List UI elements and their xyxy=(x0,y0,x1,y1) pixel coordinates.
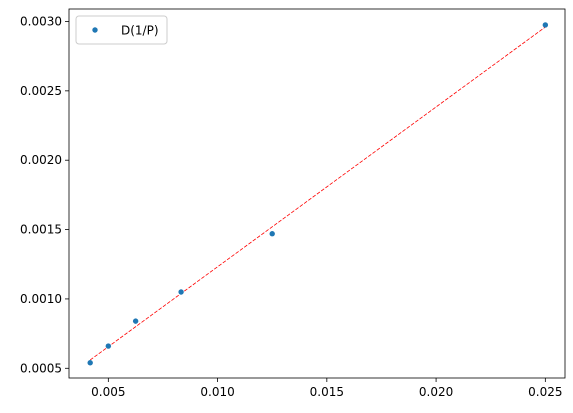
y-tick-label-0: 0.0005 xyxy=(20,361,62,375)
y-tick-label-2: 0.0015 xyxy=(20,223,62,237)
x-tick-label-3: 0.020 xyxy=(419,385,453,399)
scatter-point-5 xyxy=(542,22,549,28)
axes-frame xyxy=(68,8,566,379)
axes: 0.005 0.010 0.015 0.020 0.025 0.0005 0.0010 0.0… xyxy=(20,8,566,399)
x-tick-label-4: 0.025 xyxy=(528,385,562,399)
x-tick-label-1: 0.010 xyxy=(200,385,234,399)
x-tick-label-0: 0.005 xyxy=(91,385,125,399)
y-tick-label-1: 0.0010 xyxy=(20,292,62,306)
scatter-point-1 xyxy=(105,343,112,349)
legend-box xyxy=(75,15,168,45)
fit-line-layer xyxy=(89,26,546,361)
legend: D(1/P) xyxy=(75,15,168,45)
x-tick-label-2: 0.015 xyxy=(310,385,344,399)
legend-marker xyxy=(92,27,98,33)
fit-line xyxy=(89,26,546,361)
scatter-points xyxy=(87,22,549,366)
scatter-point-0 xyxy=(87,360,93,366)
y-tick-label-3: 0.0020 xyxy=(20,153,62,167)
y-tick-label-5: 0.0030 xyxy=(20,14,62,28)
legend-label: D(1/P) xyxy=(121,24,159,38)
scatter-point-2 xyxy=(132,318,139,324)
y-tick-label-4: 0.0025 xyxy=(20,84,62,98)
scatter-point-3 xyxy=(178,289,184,295)
scatter-point-4 xyxy=(269,231,275,237)
